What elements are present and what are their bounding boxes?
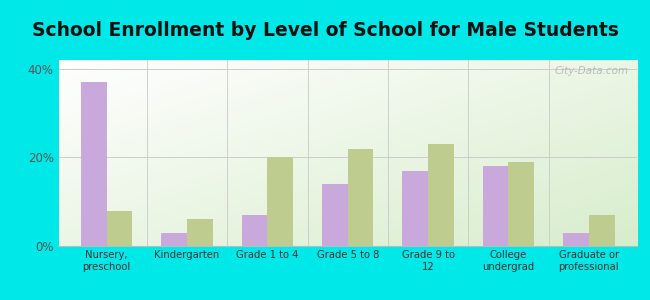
Bar — [402, 171, 428, 246]
Bar — [589, 215, 614, 246]
Bar — [322, 184, 348, 246]
Bar — [187, 219, 213, 246]
Bar — [322, 184, 348, 246]
Text: City-Data.com: City-Data.com — [554, 66, 629, 76]
Bar — [428, 144, 454, 246]
Bar — [242, 215, 267, 246]
Bar — [107, 211, 133, 246]
Bar — [242, 215, 267, 246]
Bar — [107, 211, 133, 246]
Text: School Enrollment by Level of School for Male Students: School Enrollment by Level of School for… — [32, 21, 618, 40]
Bar — [267, 158, 293, 246]
Bar — [161, 233, 187, 246]
Bar — [563, 233, 589, 246]
Bar — [508, 162, 534, 246]
Bar — [187, 219, 213, 246]
Bar — [589, 215, 614, 246]
Bar — [483, 166, 508, 246]
Bar — [81, 82, 107, 246]
Bar — [81, 82, 107, 246]
Bar — [267, 158, 293, 246]
Bar — [483, 166, 508, 246]
Bar — [563, 233, 589, 246]
Bar — [508, 162, 534, 246]
Bar — [348, 148, 374, 246]
Bar — [402, 171, 428, 246]
Bar — [348, 148, 374, 246]
Bar — [428, 144, 454, 246]
Bar — [161, 233, 187, 246]
